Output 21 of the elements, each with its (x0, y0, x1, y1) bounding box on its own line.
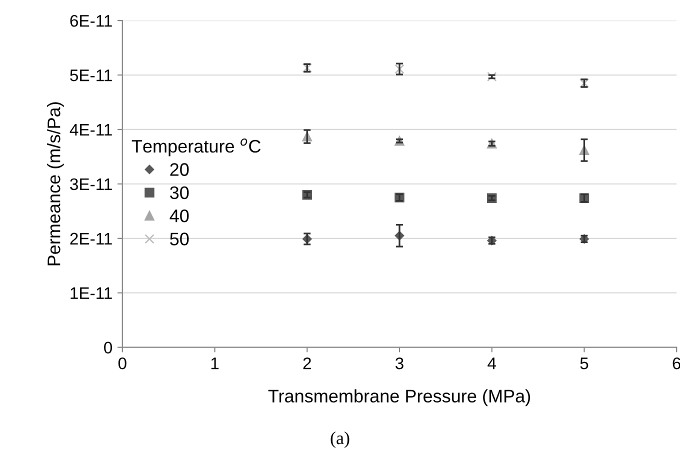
x-tick-label: 4 (488, 358, 496, 370)
y-tick-label: 4E-11 (70, 124, 112, 136)
legend-title: Temperature $^{o}$C (132, 138, 261, 156)
legend-label: 20 (170, 163, 189, 176)
x-tick-label: 0 (118, 357, 126, 370)
legend-label: 40 (170, 209, 189, 222)
y-tick-label: 5E-11 (70, 70, 112, 82)
y-tick-label: 6E-11 (70, 14, 112, 27)
x-tick-label: 1 (211, 358, 219, 370)
x-axis-title: Transmembrane Pressure (MPa) (268, 389, 530, 406)
y-tick-label: 3E-11 (70, 178, 112, 190)
legend-label: 50 (170, 232, 189, 246)
y-tick-label: 1E-11 (70, 287, 112, 299)
legend-label: 30 (170, 186, 189, 200)
x-tick-label: 5 (580, 358, 588, 370)
y-tick-label: 2E-11 (70, 232, 112, 244)
y-tick-label: 0 (104, 342, 112, 354)
y-axis-title: Permeance (m/s/Pa) (47, 102, 64, 266)
text: (a) (330, 431, 350, 448)
x-tick-label: 3 (396, 357, 404, 370)
x-tick-label: 2 (303, 357, 311, 370)
